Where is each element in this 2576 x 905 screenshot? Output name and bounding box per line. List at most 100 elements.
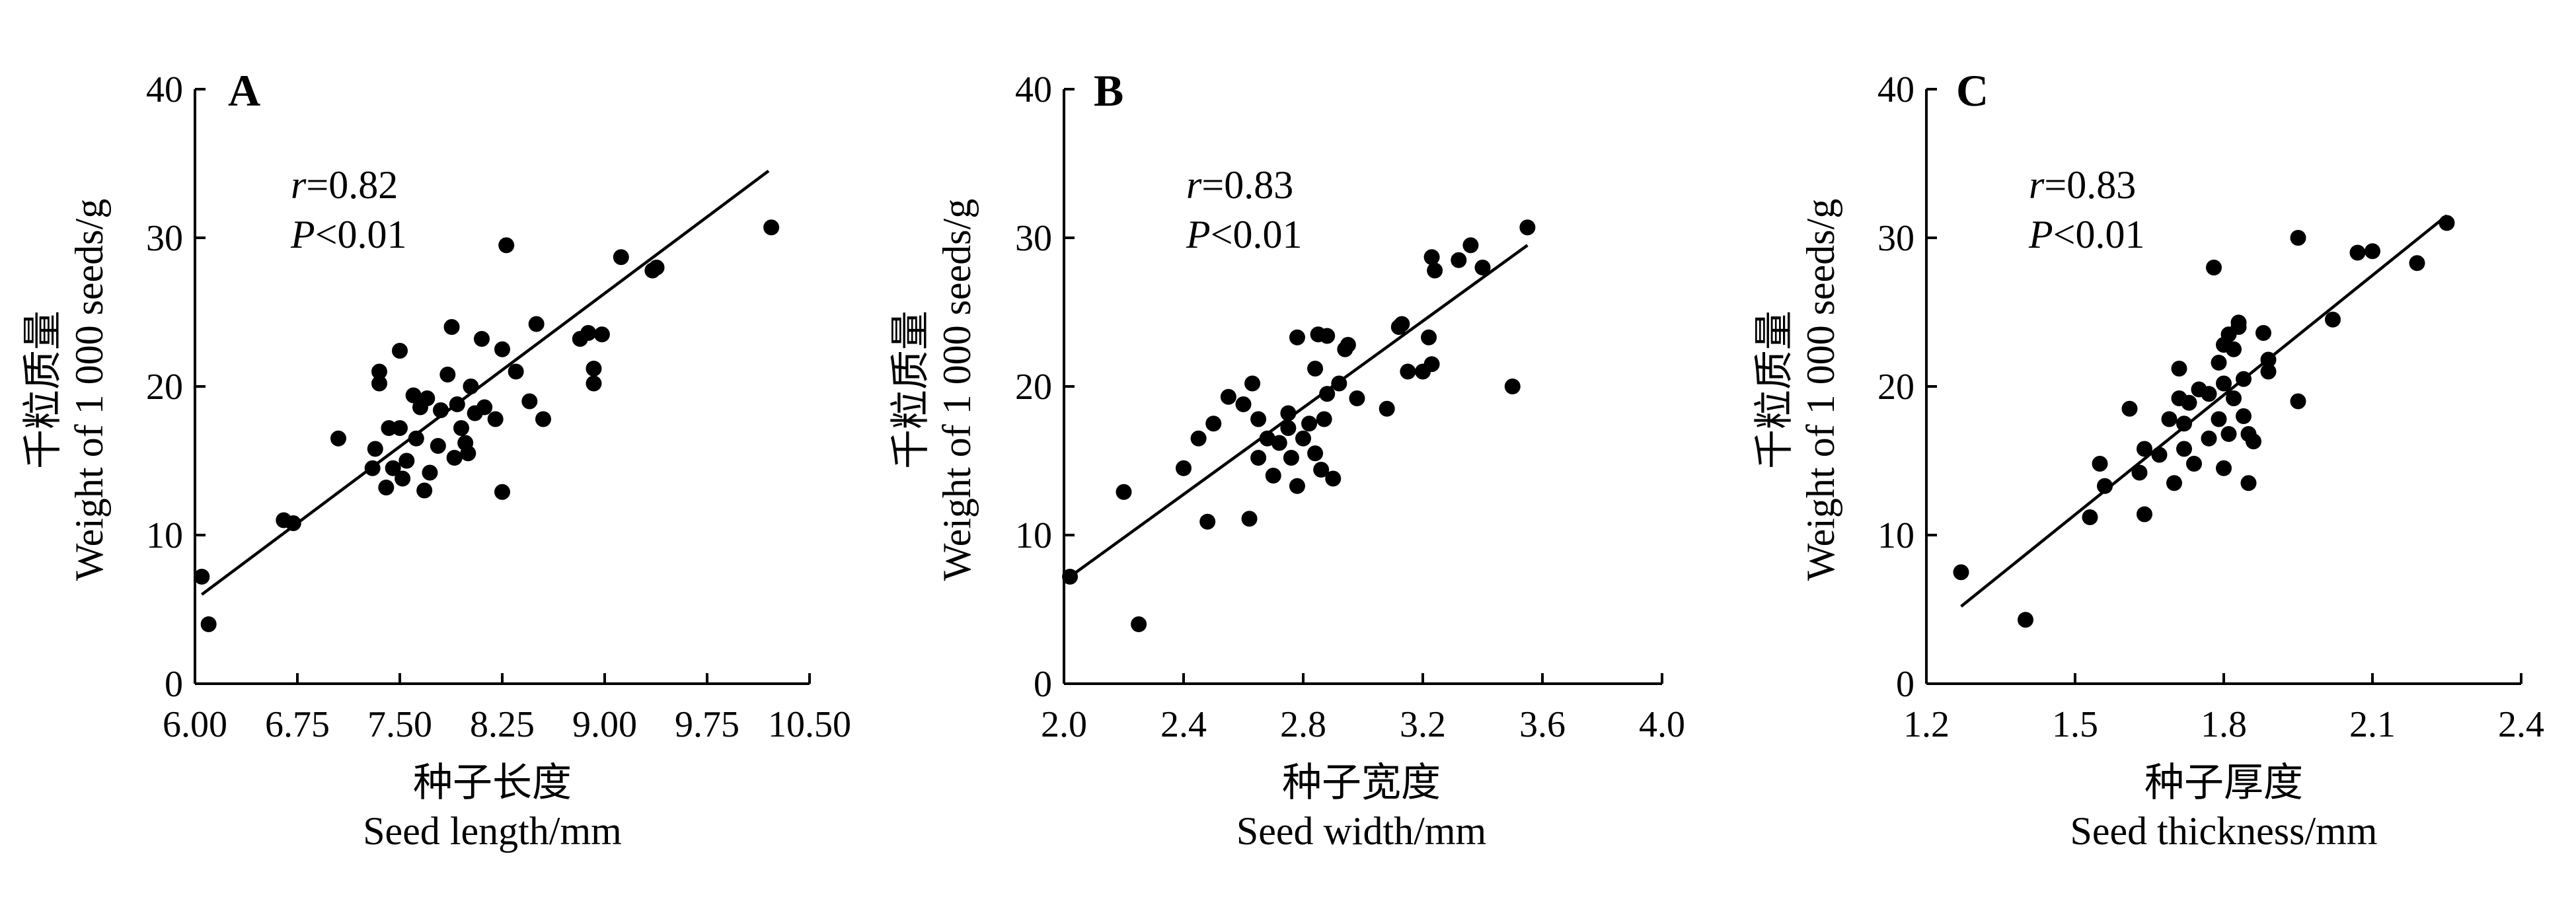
y-tick-label: 40	[146, 69, 183, 110]
data-point	[1451, 252, 1467, 268]
x-tick-label: 2.8	[1280, 704, 1326, 745]
data-point	[1421, 329, 1437, 345]
data-point	[2226, 390, 2242, 406]
data-point	[2151, 447, 2168, 463]
xlabel-en: Seed width/mm	[1236, 809, 1486, 853]
data-point	[2018, 612, 2033, 628]
data-point	[1519, 219, 1536, 236]
data-point	[2092, 456, 2108, 472]
data-point	[1250, 450, 1267, 466]
data-point	[1307, 361, 1324, 377]
xlabel-cn: 种子长度	[413, 761, 572, 805]
data-point	[378, 480, 395, 495]
data-point	[763, 219, 780, 236]
data-point	[1283, 450, 1299, 466]
data-point	[1241, 511, 1258, 527]
p-symbol: P	[1186, 213, 1211, 256]
data-point	[1953, 564, 1969, 581]
data-point	[1259, 430, 1275, 447]
data-point	[392, 343, 408, 359]
data-point	[1265, 468, 1281, 484]
x-tick-label: 1.2	[1903, 704, 1950, 745]
x-tick-label: 7.50	[367, 704, 432, 745]
data-point	[1394, 316, 1410, 332]
data-point	[2176, 441, 2192, 457]
y-tick-label: 40	[1877, 69, 1914, 110]
data-point	[1331, 375, 1347, 392]
p-value: <0.01	[2053, 213, 2145, 256]
data-point	[463, 379, 479, 394]
data-point	[1379, 400, 1395, 417]
data-point	[1349, 390, 1365, 406]
data-point	[371, 363, 387, 380]
data-point	[385, 460, 401, 476]
p-value: <0.01	[1211, 213, 1303, 256]
ylabel-en: Weight of 1 000 seeds/g	[67, 199, 111, 581]
y-tick-label: 20	[146, 367, 183, 408]
data-point	[586, 375, 602, 392]
y-tick-label: 20	[1877, 367, 1914, 408]
data-point	[449, 396, 465, 412]
ylabel-cn: 千粒质量	[1753, 310, 1796, 469]
data-point	[1325, 470, 1342, 487]
panel-b: B r=0.83 P<0.01 千粒质量 Weight of 1 000 see…	[889, 65, 1685, 853]
data-point	[2220, 426, 2237, 442]
regression-line	[1069, 244, 1529, 578]
x-tick-label: 3.6	[1519, 704, 1566, 745]
data-point	[2206, 260, 2222, 275]
data-point	[613, 249, 629, 266]
ylabel-cn: 千粒质量	[21, 310, 65, 469]
data-point	[1316, 411, 1332, 427]
data-point	[200, 616, 217, 632]
data-point	[508, 363, 524, 380]
data-point	[2166, 475, 2182, 491]
p-stat: P<0.01	[1186, 213, 1303, 256]
data-point	[330, 430, 346, 447]
data-point	[443, 319, 460, 335]
data-point	[2201, 430, 2217, 447]
data-point	[2236, 371, 2252, 387]
p-symbol: P	[2028, 213, 2053, 256]
r-value: =0.82	[306, 163, 398, 207]
x-tick-label: 2.0	[1041, 704, 1087, 745]
ylabel-cn: 千粒质量	[889, 310, 932, 469]
data-point	[2211, 411, 2227, 427]
data-point	[1427, 262, 1443, 279]
data-point	[1319, 328, 1336, 344]
data-point	[1250, 411, 1267, 427]
x-tick-label: 8.25	[470, 704, 535, 745]
data-point	[460, 445, 476, 462]
data-point	[2131, 464, 2148, 481]
data-point	[2211, 355, 2227, 371]
data-point	[1244, 375, 1261, 392]
data-point	[1289, 329, 1305, 345]
data-point	[419, 390, 436, 406]
data-point	[1220, 388, 1236, 405]
data-point	[1474, 260, 1491, 275]
data-point	[1289, 478, 1305, 494]
y-tick-label: 40	[1015, 69, 1052, 110]
x-tick-label: 4.0	[1639, 704, 1685, 745]
data-point	[1307, 445, 1324, 462]
xlabel-en: Seed length/mm	[363, 809, 622, 853]
data-point	[398, 452, 415, 469]
data-point	[487, 411, 504, 427]
data-point	[2365, 243, 2380, 260]
data-point	[395, 470, 411, 487]
data-point	[593, 326, 610, 343]
panel-c: C r=0.83 P<0.01 千粒质量 Weight of 1 000 see…	[1753, 65, 2544, 853]
y-tick-label: 0	[165, 664, 183, 705]
xlabel-en: Seed thickness/mm	[2070, 809, 2378, 853]
regression-line	[200, 169, 770, 596]
data-point	[1319, 386, 1336, 402]
data-point	[580, 325, 597, 341]
r-symbol: r	[291, 163, 307, 207]
data-point	[1280, 405, 1297, 421]
x-tick-label: 2.4	[1160, 704, 1207, 745]
data-point	[2137, 441, 2152, 457]
data-point	[416, 482, 433, 499]
data-point	[1235, 396, 1252, 412]
data-point	[2260, 351, 2277, 368]
data-point	[494, 484, 510, 500]
